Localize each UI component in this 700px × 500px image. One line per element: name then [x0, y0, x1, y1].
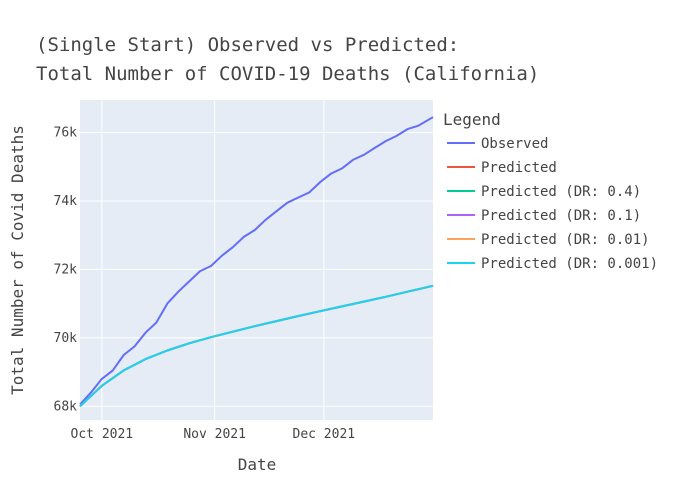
legend-items: Observed Predicted Predicted (DR: 0.4) Pred… — [447, 136, 658, 272]
legend-item[interactable]: Predicted (DR: 0.01) — [447, 232, 650, 248]
tick-labels: 68k 70k 72k 74k 76k Oct 2021 Nov 2021 Dec 2021 — [54, 126, 356, 442]
legend-label: Predicted (DR: 0.001) — [481, 256, 658, 272]
legend-label: Observed — [481, 136, 548, 152]
legend-item[interactable]: Predicted — [447, 160, 557, 176]
y-tick-label: 68k — [54, 399, 78, 414]
legend-title: Legend — [443, 110, 501, 129]
y-tick-label: 72k — [54, 262, 78, 277]
legend-item[interactable]: Predicted (DR: 0.4) — [447, 184, 641, 200]
x-tick-label: Nov 2021 — [183, 427, 246, 442]
legend-item[interactable]: Observed — [447, 136, 548, 152]
y-axis-title: Total Number of Covid Deaths — [8, 125, 27, 395]
legend-label: Predicted (DR: 0.01) — [481, 232, 650, 248]
legend-item[interactable]: Predicted (DR: 0.001) — [447, 256, 658, 272]
x-axis-title: Date — [238, 455, 277, 474]
chart-title-line-1: (Single Start) Observed vs Predicted: — [36, 34, 459, 56]
x-tick-label: Dec 2021 — [293, 427, 356, 442]
series-lines — [79, 116, 434, 408]
legend-label: Predicted (DR: 0.4) — [481, 184, 641, 200]
legend-label: Predicted (DR: 0.1) — [481, 208, 641, 224]
y-tick-label: 74k — [54, 194, 78, 209]
series-line-0 — [79, 116, 434, 406]
x-tick-label: Oct 2021 — [71, 427, 134, 442]
y-tick-label: 76k — [54, 126, 78, 141]
legend-label: Predicted — [481, 160, 557, 176]
plot-area — [80, 100, 433, 420]
chart-title-line-2: Total Number of COVID-19 Deaths (Califor… — [36, 63, 539, 85]
y-tick-label: 70k — [54, 331, 78, 346]
legend: Legend Observed Predicted Predicted (DR: 0… — [443, 110, 658, 272]
grid-lines — [80, 100, 433, 420]
series-line-5 — [79, 284, 434, 408]
legend-item[interactable]: Predicted (DR: 0.1) — [447, 208, 641, 224]
